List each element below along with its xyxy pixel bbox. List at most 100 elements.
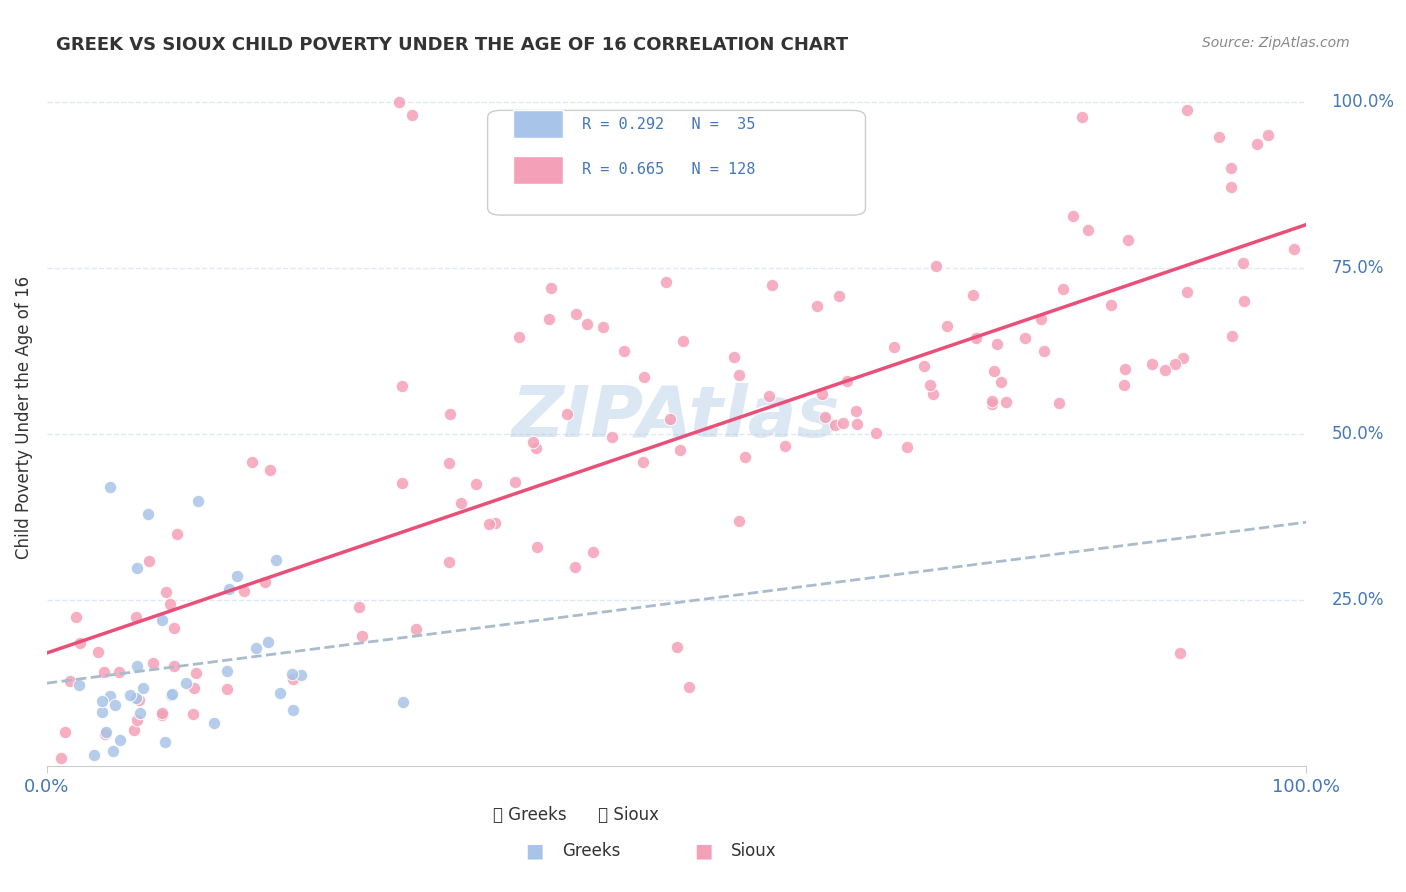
Text: ■: ■ bbox=[693, 841, 713, 860]
Sioux bbox=[350, 629, 373, 643]
Sioux bbox=[1219, 161, 1241, 176]
Sioux bbox=[865, 425, 887, 440]
Text: Sioux: Sioux bbox=[731, 842, 776, 860]
Greeks bbox=[132, 681, 155, 696]
Sioux bbox=[600, 430, 623, 444]
Sioux bbox=[524, 442, 547, 456]
Greeks bbox=[153, 734, 176, 748]
Greeks bbox=[218, 582, 240, 597]
Sioux bbox=[508, 330, 530, 344]
Sioux bbox=[1222, 329, 1244, 343]
Sioux bbox=[1116, 233, 1139, 247]
Bar bbox=[513, 111, 564, 138]
Text: 75.0%: 75.0% bbox=[1331, 259, 1384, 277]
Sioux bbox=[965, 330, 987, 344]
Sioux bbox=[439, 407, 461, 421]
Greeks bbox=[174, 676, 197, 690]
Greeks bbox=[103, 744, 125, 758]
Sioux bbox=[181, 706, 204, 721]
Greeks bbox=[160, 689, 183, 703]
Sioux bbox=[1114, 378, 1136, 392]
Greeks bbox=[125, 561, 148, 575]
Sioux bbox=[912, 359, 935, 373]
Greeks bbox=[83, 748, 105, 763]
Sioux bbox=[128, 693, 150, 707]
Sioux bbox=[1163, 357, 1185, 371]
Sioux bbox=[1062, 209, 1084, 223]
Greeks bbox=[136, 507, 159, 521]
Sioux bbox=[922, 386, 945, 401]
Sioux bbox=[1246, 136, 1268, 151]
Sioux bbox=[540, 281, 562, 295]
Greeks bbox=[391, 695, 413, 709]
Greeks bbox=[67, 678, 90, 692]
Sioux bbox=[465, 477, 488, 491]
Sioux bbox=[1175, 103, 1198, 117]
Greeks bbox=[257, 634, 280, 648]
Text: Source: ZipAtlas.com: Source: ZipAtlas.com bbox=[1202, 36, 1350, 50]
Sioux bbox=[986, 336, 1008, 351]
Sioux bbox=[1032, 343, 1054, 358]
Sioux bbox=[1077, 223, 1099, 237]
Sioux bbox=[478, 517, 501, 532]
Text: R = 0.292   N =  35: R = 0.292 N = 35 bbox=[582, 117, 755, 132]
Sioux bbox=[918, 378, 941, 392]
Sioux bbox=[150, 708, 173, 723]
Greeks bbox=[129, 706, 152, 721]
Sioux bbox=[69, 636, 91, 650]
Text: ■: ■ bbox=[524, 841, 544, 860]
Sioux bbox=[773, 440, 796, 454]
Sioux bbox=[734, 450, 756, 464]
Y-axis label: Child Poverty Under the Age of 16: Child Poverty Under the Age of 16 bbox=[15, 276, 32, 559]
Text: R = 0.665   N = 128: R = 0.665 N = 128 bbox=[582, 162, 755, 178]
Sioux bbox=[1070, 111, 1092, 125]
Sioux bbox=[835, 375, 858, 389]
Sioux bbox=[537, 311, 560, 326]
Sioux bbox=[728, 368, 751, 382]
Sioux bbox=[669, 442, 692, 457]
Greeks bbox=[269, 686, 291, 700]
Greeks bbox=[187, 493, 209, 508]
Sioux bbox=[565, 308, 588, 322]
Sioux bbox=[526, 540, 548, 554]
Sioux bbox=[727, 514, 749, 528]
Sioux bbox=[163, 621, 186, 635]
Sioux bbox=[665, 640, 688, 654]
Greeks bbox=[98, 480, 121, 494]
Sioux bbox=[576, 317, 599, 331]
Sioux bbox=[678, 680, 700, 694]
Sioux bbox=[522, 435, 544, 450]
Sioux bbox=[1052, 282, 1074, 296]
Greeks bbox=[202, 716, 225, 731]
Sioux bbox=[184, 665, 207, 680]
Sioux bbox=[183, 681, 205, 695]
Sioux bbox=[994, 395, 1017, 409]
Text: GREEK VS SIOUX CHILD POVERTY UNDER THE AGE OF 16 CORRELATION CHART: GREEK VS SIOUX CHILD POVERTY UNDER THE A… bbox=[56, 36, 848, 54]
Greeks bbox=[108, 733, 131, 747]
Sioux bbox=[253, 574, 276, 589]
Sioux bbox=[259, 463, 281, 477]
Text: 25.0%: 25.0% bbox=[1331, 591, 1384, 609]
Sioux bbox=[1175, 285, 1198, 299]
Greeks bbox=[104, 698, 127, 713]
Greeks bbox=[94, 725, 117, 739]
Sioux bbox=[65, 609, 87, 624]
Greeks bbox=[125, 690, 148, 705]
Sioux bbox=[59, 674, 82, 689]
Sioux bbox=[87, 645, 110, 659]
Greeks bbox=[264, 553, 287, 567]
Sioux bbox=[108, 665, 131, 680]
Sioux bbox=[138, 554, 160, 568]
Sioux bbox=[1140, 357, 1163, 371]
Sioux bbox=[723, 350, 745, 364]
Sioux bbox=[1284, 242, 1306, 256]
Sioux bbox=[391, 476, 413, 491]
Sioux bbox=[166, 527, 188, 541]
Sioux bbox=[437, 555, 460, 569]
Greeks bbox=[245, 641, 267, 656]
Sioux bbox=[896, 440, 918, 454]
Sioux bbox=[1153, 362, 1175, 376]
Sioux bbox=[824, 417, 846, 432]
Sioux bbox=[631, 455, 654, 469]
Sioux bbox=[555, 407, 578, 421]
